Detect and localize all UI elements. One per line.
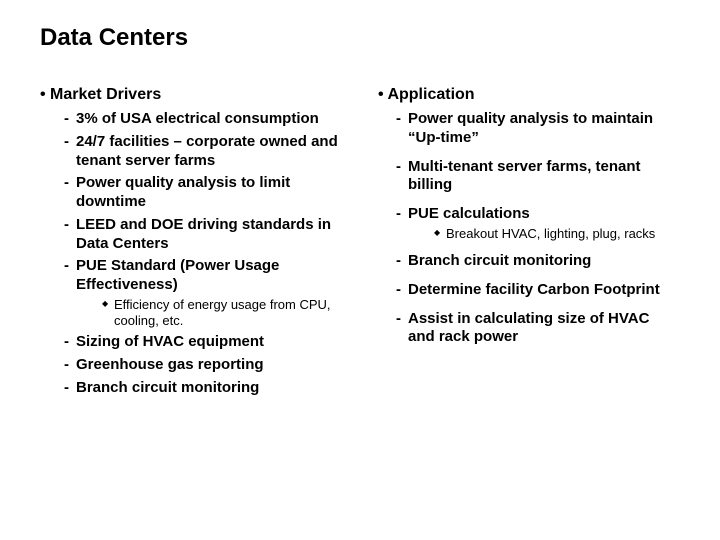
right-heading: Application (378, 86, 680, 104)
slide: Data Centers Market Drivers 3% of USA el… (0, 0, 720, 540)
list-item: Branch circuit monitoring (64, 379, 348, 398)
left-list: 3% of USA electrical consumption 24/7 fa… (40, 110, 348, 398)
list-item-label: PUE calculations (408, 205, 530, 222)
list-item: Branch circuit monitoring (396, 252, 680, 271)
list-item: PUE calculations Breakout HVAC, lighting… (396, 205, 680, 242)
list-item: PUE Standard (Power Usage Effectiveness)… (64, 257, 348, 329)
list-item: Greenhouse gas reporting (64, 356, 348, 375)
list-item: 3% of USA electrical consumption (64, 110, 348, 129)
right-sublist: Breakout HVAC, lighting, plug, racks (408, 226, 680, 242)
slide-title: Data Centers (40, 24, 680, 52)
list-item-label: PUE Standard (Power Usage Effectiveness) (76, 257, 279, 293)
list-item: Power quality analysis to maintain “Up-t… (396, 110, 680, 148)
list-item: Assist in calculating size of HVAC and r… (396, 310, 680, 348)
list-item: Sizing of HVAC equipment (64, 333, 348, 352)
left-heading: Market Drivers (40, 86, 348, 104)
right-list: Power quality analysis to maintain “Up-t… (372, 110, 680, 347)
list-item: Power quality analysis to limit downtime (64, 174, 348, 212)
list-item: Determine facility Carbon Footprint (396, 281, 680, 300)
right-column: Application Power quality analysis to ma… (372, 86, 680, 402)
sublist-item: Breakout HVAC, lighting, plug, racks (434, 226, 680, 242)
columns: Market Drivers 3% of USA electrical cons… (40, 86, 680, 402)
list-item: Multi-tenant server farms, tenant billin… (396, 158, 680, 196)
list-item: LEED and DOE driving standards in Data C… (64, 216, 348, 254)
left-sublist: Efficiency of energy usage from CPU, coo… (76, 297, 348, 330)
list-item: 24/7 facilities – corporate owned and te… (64, 133, 348, 171)
left-column: Market Drivers 3% of USA electrical cons… (40, 86, 348, 402)
sublist-item: Efficiency of energy usage from CPU, coo… (102, 297, 348, 330)
